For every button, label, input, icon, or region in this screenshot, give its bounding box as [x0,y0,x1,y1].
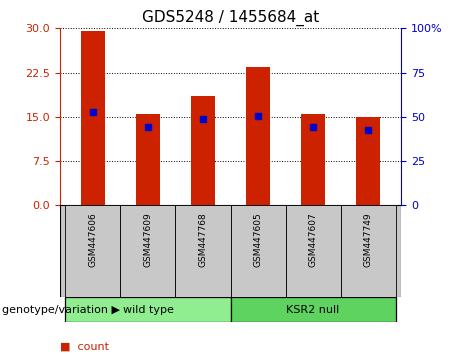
Text: GSM447607: GSM447607 [308,213,318,267]
Bar [136,114,160,205]
Title: GDS5248 / 1455684_at: GDS5248 / 1455684_at [142,9,319,25]
Bar [176,205,230,297]
Text: wild type: wild type [123,305,173,315]
Bar [230,205,285,297]
Bar [120,205,176,297]
Text: ■  count: ■ count [60,342,109,352]
Text: KSR2 null: KSR2 null [286,305,340,315]
Text: GSM447768: GSM447768 [199,213,207,267]
Text: GSM447749: GSM447749 [364,213,372,267]
Text: genotype/variation ▶: genotype/variation ▶ [2,305,120,315]
Bar [81,31,105,205]
Bar [65,205,120,297]
Bar [230,297,396,322]
Text: GSM447605: GSM447605 [254,213,262,267]
Text: GSM447606: GSM447606 [89,213,97,267]
Bar [356,117,380,205]
Bar [341,205,396,297]
Bar [190,96,215,205]
Bar [246,67,271,205]
Bar [65,297,230,322]
Bar [301,114,325,205]
Text: GSM447609: GSM447609 [143,213,153,267]
Bar [285,205,341,297]
